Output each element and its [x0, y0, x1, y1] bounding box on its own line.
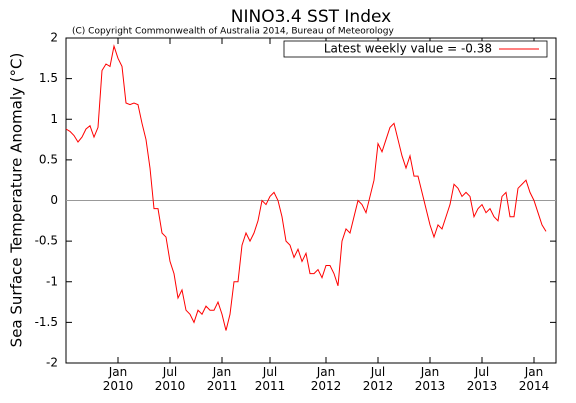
y-tick-label: -0.5: [35, 234, 58, 248]
x-tick-label: Jan 2014: [518, 365, 550, 393]
legend-label: Latest weekly value = -0.38: [324, 42, 492, 56]
x-tick-label: Jan 2012: [310, 365, 342, 393]
y-tick-label: 0.5: [39, 152, 58, 166]
copyright: (C) Copyright Commonwealth of Australia …: [72, 27, 395, 37]
x-tick-label: Jul 2010: [154, 365, 186, 393]
x-tick-label: Jan 2013: [414, 365, 446, 393]
y-tick-label: 1.5: [39, 71, 58, 85]
legend-box: [283, 40, 548, 58]
y-tick-label: -1.5: [35, 315, 58, 329]
y-tick-label: -2: [46, 356, 58, 370]
x-tick-label: Jul 2013: [466, 365, 498, 393]
y-tick-label: 2: [50, 31, 58, 45]
y-axis-label: Sea Surface Temperature Anomaly (°C): [8, 53, 26, 348]
chart-title: NINO3.4 SST Index: [231, 7, 391, 27]
x-tick-label: Jul 2011: [254, 365, 286, 393]
y-tick-label: -1: [46, 274, 58, 288]
data-line: [65, 44, 547, 331]
x-tick-label: Jan 2010: [102, 365, 134, 393]
y-tick-label: 1: [50, 112, 58, 126]
x-tick-label: Jan 2011: [206, 365, 238, 393]
x-tick-label: Jul 2012: [362, 365, 394, 393]
y-tick-label: 0: [50, 193, 58, 207]
